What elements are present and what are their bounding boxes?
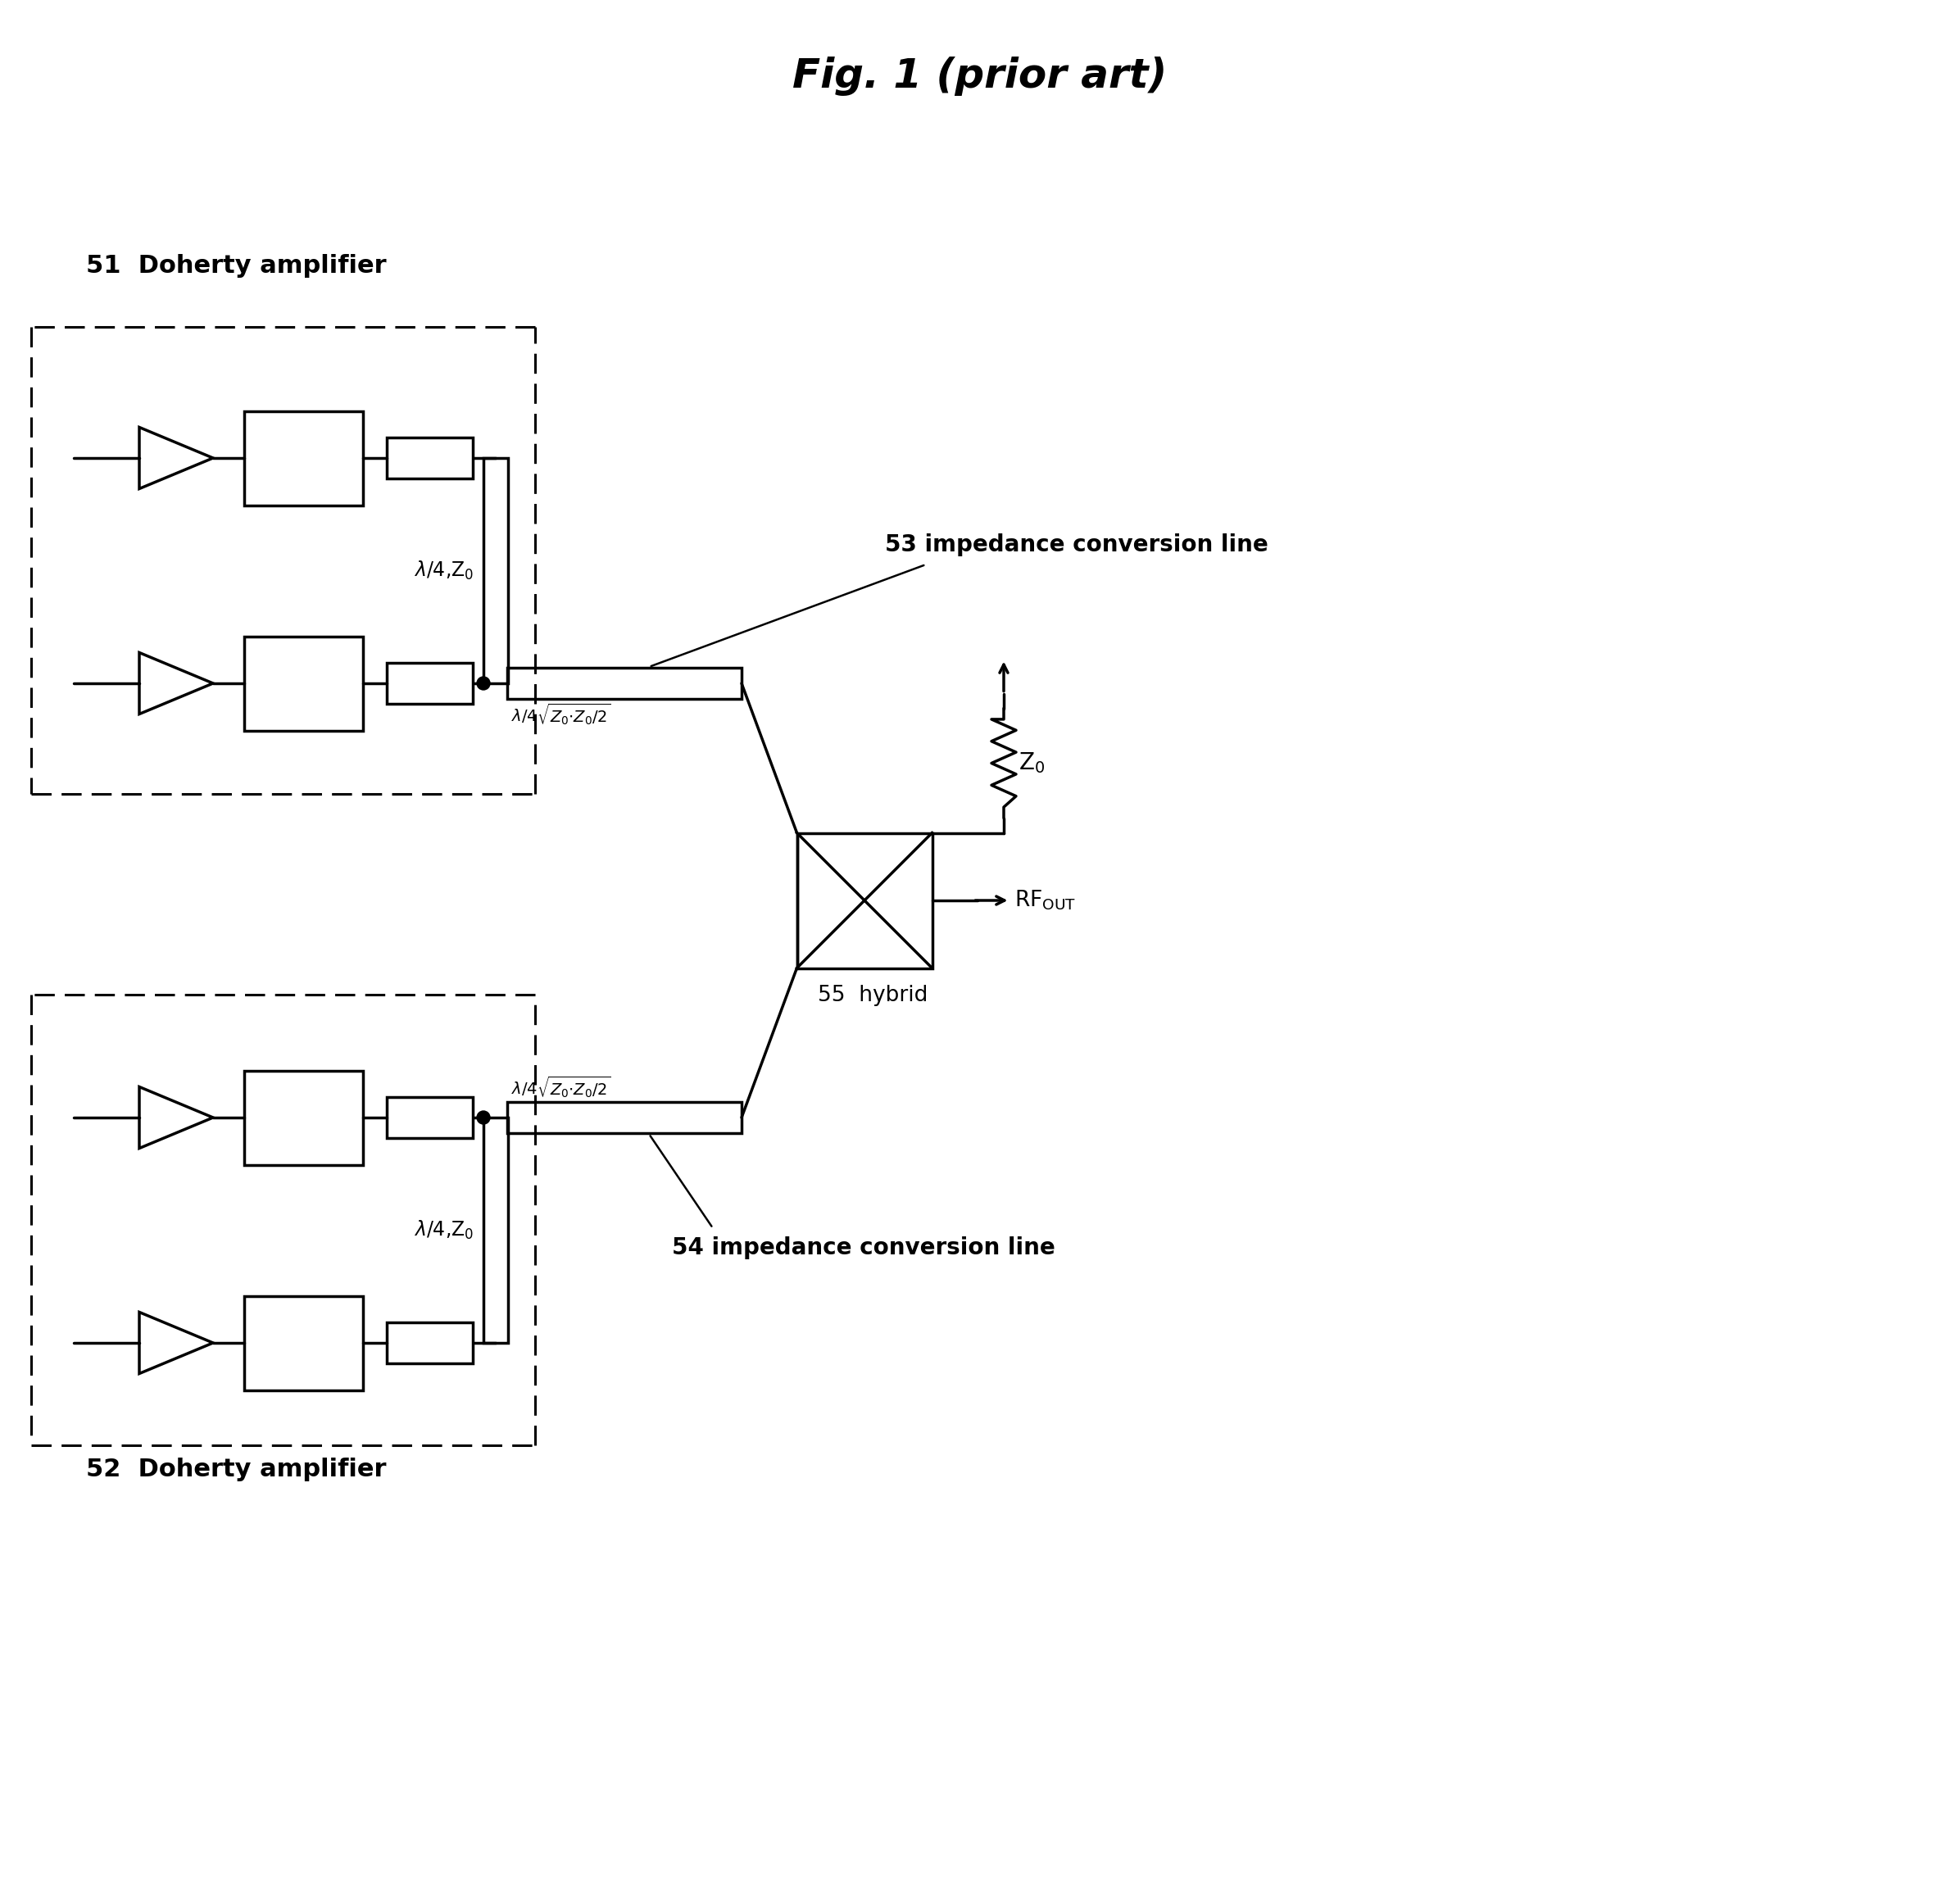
Text: $\lambda$/4,Z$_0$: $\lambda$/4,Z$_0$: [414, 1220, 474, 1241]
Text: 55  hybrid: 55 hybrid: [817, 984, 927, 1005]
Bar: [388, 663, 472, 703]
Text: 53 impedance conversion line: 53 impedance conversion line: [886, 534, 1268, 557]
Circle shape: [476, 1112, 490, 1125]
Bar: [508, 667, 741, 699]
Text: 52  Doherty amplifier: 52 Doherty amplifier: [86, 1457, 386, 1482]
Text: $\lambda$/4,Z$_0$: $\lambda$/4,Z$_0$: [414, 559, 474, 581]
Bar: [798, 832, 933, 967]
Circle shape: [476, 676, 490, 690]
Text: RF$_{\mathregular{OUT}}$: RF$_{\mathregular{OUT}}$: [1013, 889, 1076, 912]
Text: $\lambda/4\sqrt{Z_0{\cdot}Z_0/2}$: $\lambda/4\sqrt{Z_0{\cdot}Z_0/2}$: [512, 1074, 612, 1100]
Bar: [388, 1096, 472, 1138]
Bar: [388, 1322, 472, 1364]
Bar: [484, 1117, 508, 1343]
Text: Fig. 1 (prior art): Fig. 1 (prior art): [792, 57, 1168, 95]
Text: 51  Doherty amplifier: 51 Doherty amplifier: [86, 255, 386, 277]
Bar: [243, 636, 363, 730]
Bar: [243, 1296, 363, 1391]
Bar: [508, 1102, 741, 1132]
Bar: [243, 410, 363, 505]
Text: Z$_0$: Z$_0$: [1019, 750, 1045, 775]
Bar: [388, 437, 472, 479]
Bar: [243, 1070, 363, 1165]
Text: 54 impedance conversion line: 54 impedance conversion line: [672, 1237, 1054, 1260]
Text: $\lambda/4\sqrt{Z_0{\cdot}Z_0/2}$: $\lambda/4\sqrt{Z_0{\cdot}Z_0/2}$: [512, 701, 612, 726]
Bar: [484, 458, 508, 684]
